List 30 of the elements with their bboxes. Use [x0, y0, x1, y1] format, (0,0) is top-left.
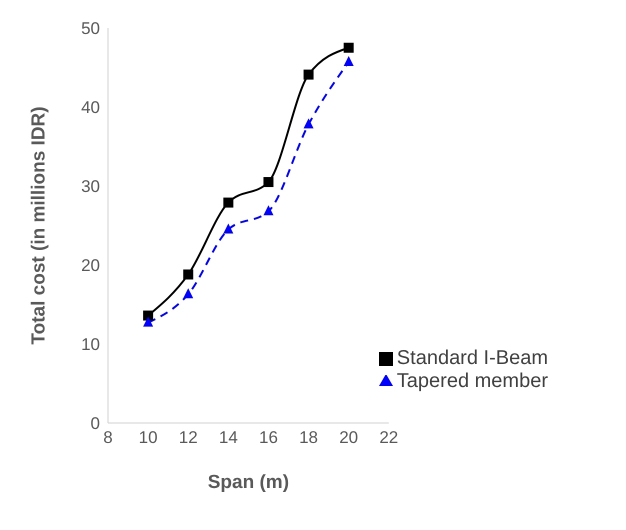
y-tick-label: 40	[81, 98, 100, 118]
point	[223, 198, 234, 208]
point	[344, 42, 354, 53]
point	[143, 310, 154, 321]
x-axis-title: Span (m)	[208, 472, 290, 493]
point	[304, 70, 314, 80]
point	[223, 223, 234, 234]
point	[143, 316, 154, 327]
point	[183, 269, 194, 280]
point	[304, 118, 314, 128]
x-tick-label: 18	[299, 428, 318, 448]
x-tick-label: 10	[138, 428, 158, 448]
point	[344, 56, 354, 66]
point	[263, 177, 274, 188]
y-axis-title: Total cost (in millions IDR)	[28, 106, 50, 345]
y-tick-label: 30	[81, 177, 100, 196]
x-tick-label: 12	[178, 428, 198, 448]
x-tick-label: 22	[379, 428, 398, 448]
y-tick-label: 0	[90, 414, 100, 434]
y-tick-label: 50	[81, 19, 100, 38]
y-tick-label: 20	[81, 256, 100, 276]
point	[263, 205, 274, 216]
y-tick-label: 10	[81, 335, 100, 354]
point	[183, 288, 194, 298]
x-tick-label: 16	[258, 428, 278, 448]
legend-label: Standard I-Beam	[396, 347, 548, 369]
x-tick-label: 14	[218, 428, 238, 448]
x-tick-label: 20	[339, 428, 358, 448]
x-tick-label: 8	[103, 428, 113, 448]
legend-label: Tapered member	[396, 370, 548, 392]
